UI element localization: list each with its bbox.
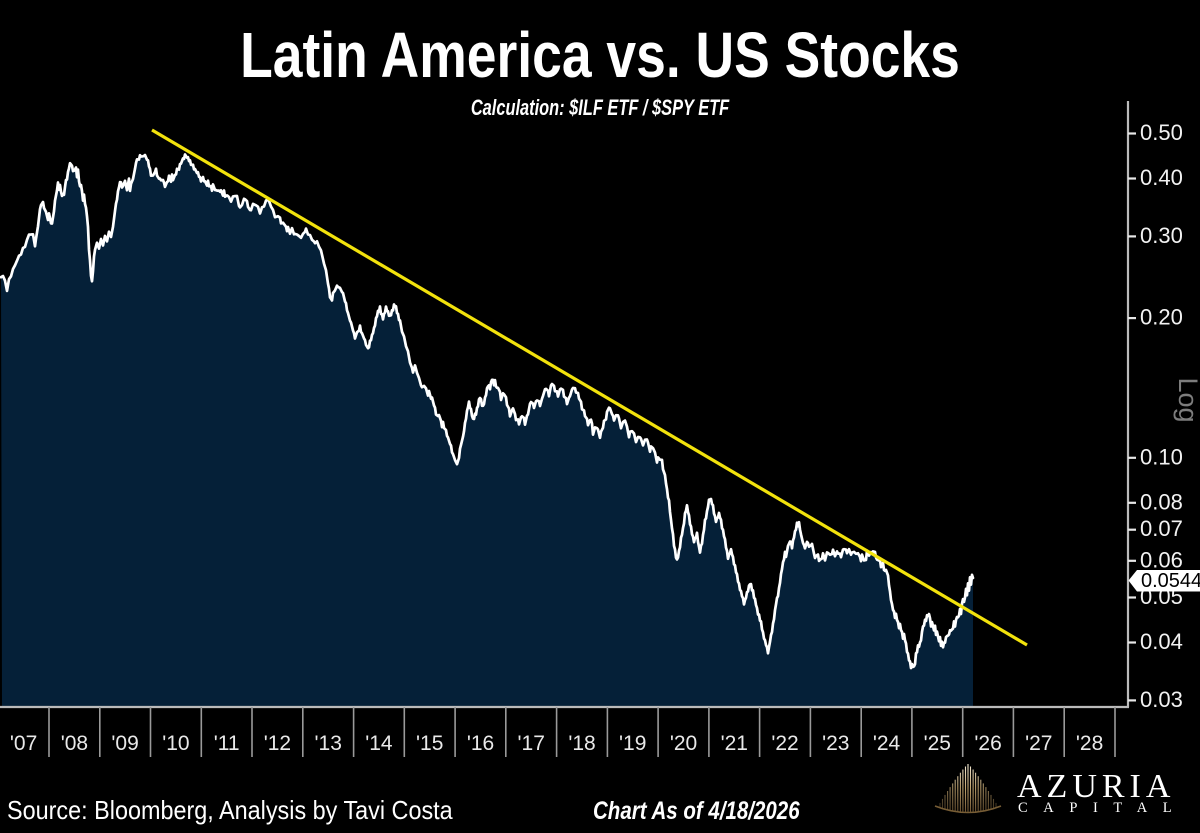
svg-text:'09: '09 <box>111 732 138 755</box>
svg-text:'08: '08 <box>61 732 88 755</box>
svg-text:0.40: 0.40 <box>1140 165 1183 190</box>
svg-text:'15: '15 <box>416 732 443 755</box>
svg-text:0.08: 0.08 <box>1140 489 1183 514</box>
svg-text:0.06: 0.06 <box>1140 547 1183 572</box>
svg-text:'27: '27 <box>1025 732 1052 755</box>
svg-text:'22: '22 <box>771 732 798 755</box>
svg-text:'14: '14 <box>365 732 393 755</box>
svg-text:'11: '11 <box>214 732 240 755</box>
svg-text:0.20: 0.20 <box>1140 305 1183 330</box>
svg-text:'24: '24 <box>873 732 901 755</box>
svg-text:0.30: 0.30 <box>1140 223 1183 248</box>
svg-text:'20: '20 <box>670 732 697 755</box>
svg-text:0.0544: 0.0544 <box>1141 570 1200 592</box>
svg-text:'16: '16 <box>467 732 494 755</box>
svg-text:0.07: 0.07 <box>1140 516 1183 541</box>
svg-text:'12: '12 <box>264 732 291 755</box>
svg-text:0.04: 0.04 <box>1140 629 1183 654</box>
svg-text:'17: '17 <box>518 732 545 755</box>
svg-text:'13: '13 <box>315 732 342 755</box>
svg-text:0.50: 0.50 <box>1140 120 1183 145</box>
svg-text:0.03: 0.03 <box>1140 687 1183 712</box>
svg-text:'10: '10 <box>162 732 189 755</box>
svg-text:'21: '21 <box>721 732 748 755</box>
svg-text:'23: '23 <box>822 732 849 755</box>
svg-text:'19: '19 <box>619 732 646 755</box>
svg-text:'18: '18 <box>568 732 595 755</box>
svg-text:'26: '26 <box>974 732 1001 755</box>
svg-text:Log: Log <box>1173 377 1200 422</box>
svg-text:0.10: 0.10 <box>1140 444 1183 469</box>
svg-text:'25: '25 <box>924 732 951 755</box>
svg-text:'07: '07 <box>10 732 37 755</box>
svg-text:'28: '28 <box>1076 732 1103 755</box>
